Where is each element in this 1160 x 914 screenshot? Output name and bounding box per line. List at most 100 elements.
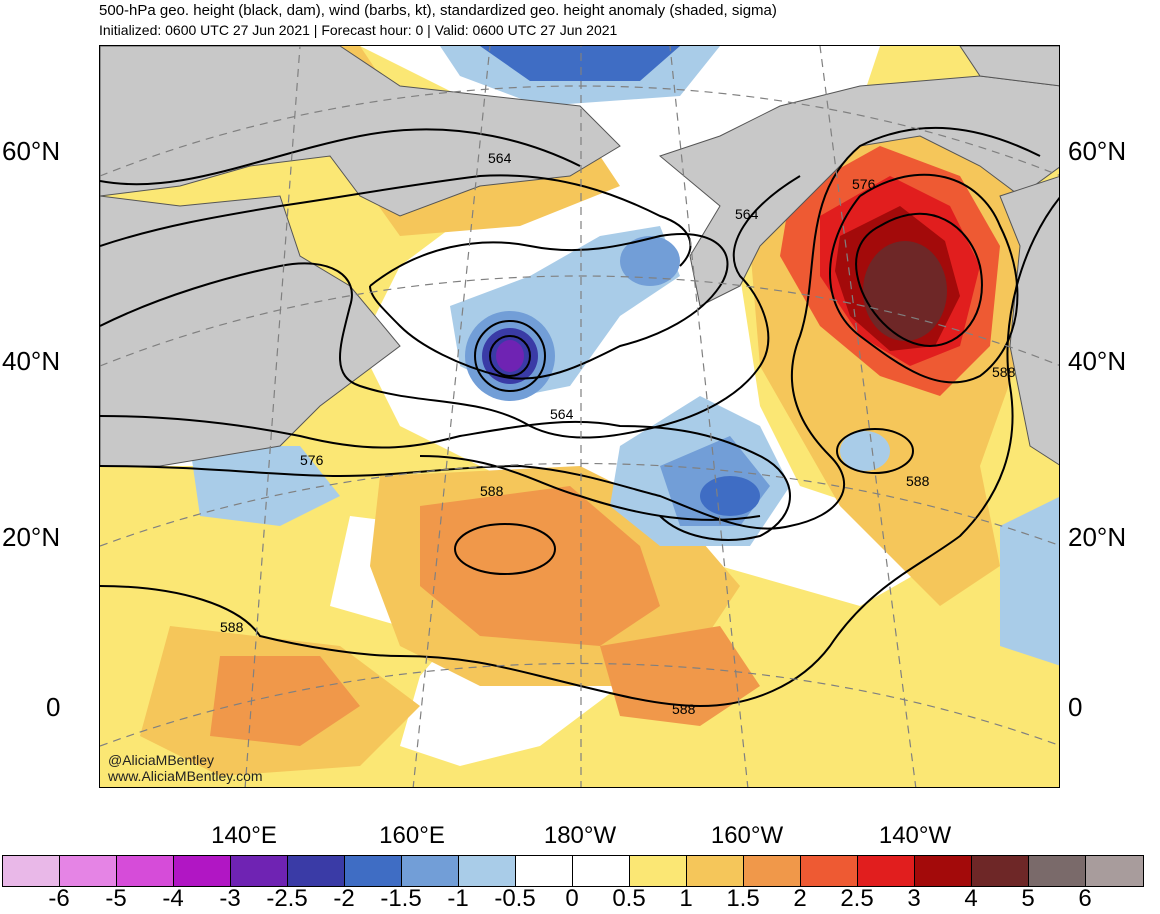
- map-graphic: [100, 46, 1059, 787]
- colorbar-tick-label: -6: [48, 885, 70, 912]
- colorbar-cell: [801, 856, 858, 886]
- colorbar-tick-label: 0: [565, 885, 579, 912]
- colorbar-tick-label: -3: [219, 885, 241, 912]
- graticule: [100, 46, 1059, 787]
- land-mass: [999, 176, 1059, 466]
- colorbar-tick-label: 3: [907, 885, 921, 912]
- land-mass: [100, 195, 401, 467]
- colorbar-cell: [516, 856, 573, 886]
- contour-line: [454, 523, 556, 575]
- contour-line: [100, 128, 581, 186]
- anomaly-blue: [190, 446, 340, 526]
- colorbar-cell: [630, 856, 687, 886]
- credit-handle: @AliciaMBentley: [108, 752, 215, 768]
- contour-line: [100, 126, 1041, 530]
- graticule-line: [669, 46, 749, 787]
- colorbar-tick-label: -0.5: [494, 885, 536, 912]
- colorbar-cell: [858, 856, 915, 886]
- contour-line: [369, 233, 729, 380]
- colorbar-tick-label: -1: [447, 885, 469, 912]
- contour-line: [836, 428, 914, 474]
- credit-website: www.AliciaMBentley.com: [108, 768, 263, 784]
- anomaly-blue: [700, 476, 760, 516]
- contour-line: [100, 196, 1059, 708]
- contour-label: 588: [992, 364, 1016, 380]
- contour-line: [100, 415, 791, 541]
- contour-line: [474, 320, 546, 392]
- map-title: 500-hPa geo. height (black, dam), wind (…: [99, 2, 777, 19]
- graticule-line: [100, 462, 1059, 547]
- colorbar-cell: [288, 856, 345, 886]
- contour-line: [489, 335, 531, 377]
- colorbar-tick-label: 2.5: [840, 885, 874, 912]
- lon-label: 180°W: [543, 822, 617, 849]
- colorbar-tick-label: 1.5: [726, 885, 760, 912]
- lat-label-right: 20°N: [1068, 522, 1127, 552]
- colorbar-cell: [573, 856, 630, 886]
- map-subtitle: Initialized: 0600 UTC 27 Jun 2021 | Fore…: [99, 22, 618, 38]
- colorbar-cell: [3, 856, 60, 886]
- colorbar-cell: [60, 856, 117, 886]
- colorbar-cell: [174, 856, 231, 886]
- graticule-line: [412, 46, 491, 787]
- anomaly-darkorange: [600, 626, 760, 726]
- colorbar-tick-label: -1.5: [380, 885, 422, 912]
- contour-line: [855, 212, 983, 348]
- lat-label-left: 20°N: [2, 522, 61, 552]
- contour-label: 588: [672, 701, 696, 717]
- colorbar-tick-label: 2: [793, 885, 807, 912]
- colorbar-cell: [1086, 856, 1143, 886]
- contour-label: 564: [550, 406, 574, 422]
- contour-label: 576: [300, 452, 324, 468]
- colorbar-cell: [231, 856, 288, 886]
- land-mass: [100, 46, 621, 217]
- lat-label-right: 0: [1068, 692, 1083, 722]
- colorbar-tick-label: 0.5: [612, 885, 646, 912]
- colorbar-cell: [459, 856, 516, 886]
- colorbar-cell: [915, 856, 972, 886]
- colorbar-cell: [117, 856, 174, 886]
- colorbar-tick-label: 1: [679, 885, 693, 912]
- lon-label: 160°E: [379, 822, 445, 849]
- colorbar-tick-label: -5: [105, 885, 127, 912]
- colorbar-cell: [972, 856, 1029, 886]
- colorbar-cell: [687, 856, 744, 886]
- contour-line: [829, 173, 1019, 384]
- colorbar-tick-label: 6: [1078, 885, 1092, 912]
- contour-line: [419, 455, 761, 521]
- graticule-line: [100, 662, 1059, 747]
- contour-label: 576: [852, 176, 876, 192]
- contour-label: 564: [488, 150, 512, 166]
- colorbar-tick-label: -4: [162, 885, 184, 912]
- land-mass: [959, 46, 1059, 87]
- anomaly-blue: [480, 46, 680, 81]
- anomaly-maroon: [863, 241, 947, 341]
- colorbar-tick-label: -2: [333, 885, 355, 912]
- anomaly-blue: [496, 340, 524, 372]
- colorbar-cell: [345, 856, 402, 886]
- lon-label: 140°W: [878, 822, 952, 849]
- contour-label: 588: [220, 619, 244, 635]
- colorbar-cell: [1029, 856, 1086, 886]
- colorbar-tick-label: -2.5: [266, 885, 308, 912]
- contour-label: 588: [906, 473, 930, 489]
- lat-label-right: 60°N: [1068, 136, 1127, 166]
- height-contours: [100, 126, 1059, 708]
- contour-label: 564: [735, 206, 759, 222]
- anomaly-darkorange: [210, 656, 360, 746]
- lon-label: 140°E: [211, 822, 277, 849]
- lon-label: 160°W: [710, 822, 784, 849]
- anomaly-blue: [1000, 496, 1059, 666]
- colorbar-tick-label: 5: [1021, 885, 1035, 912]
- anomaly-blue: [840, 431, 890, 471]
- colorbar: [2, 855, 1144, 887]
- lat-label-left: 0: [46, 692, 61, 722]
- colorbar-cell: [744, 856, 801, 886]
- anomaly-blue: [620, 236, 680, 286]
- graticule-line: [100, 275, 1059, 367]
- colorbar-cell: [402, 856, 459, 886]
- lat-label-right: 40°N: [1068, 346, 1127, 376]
- graticule-line: [100, 85, 1059, 177]
- map-panel: 564 576 564 564 576 588 588 588 588 588: [99, 45, 1060, 788]
- lat-label-left: 60°N: [2, 136, 61, 166]
